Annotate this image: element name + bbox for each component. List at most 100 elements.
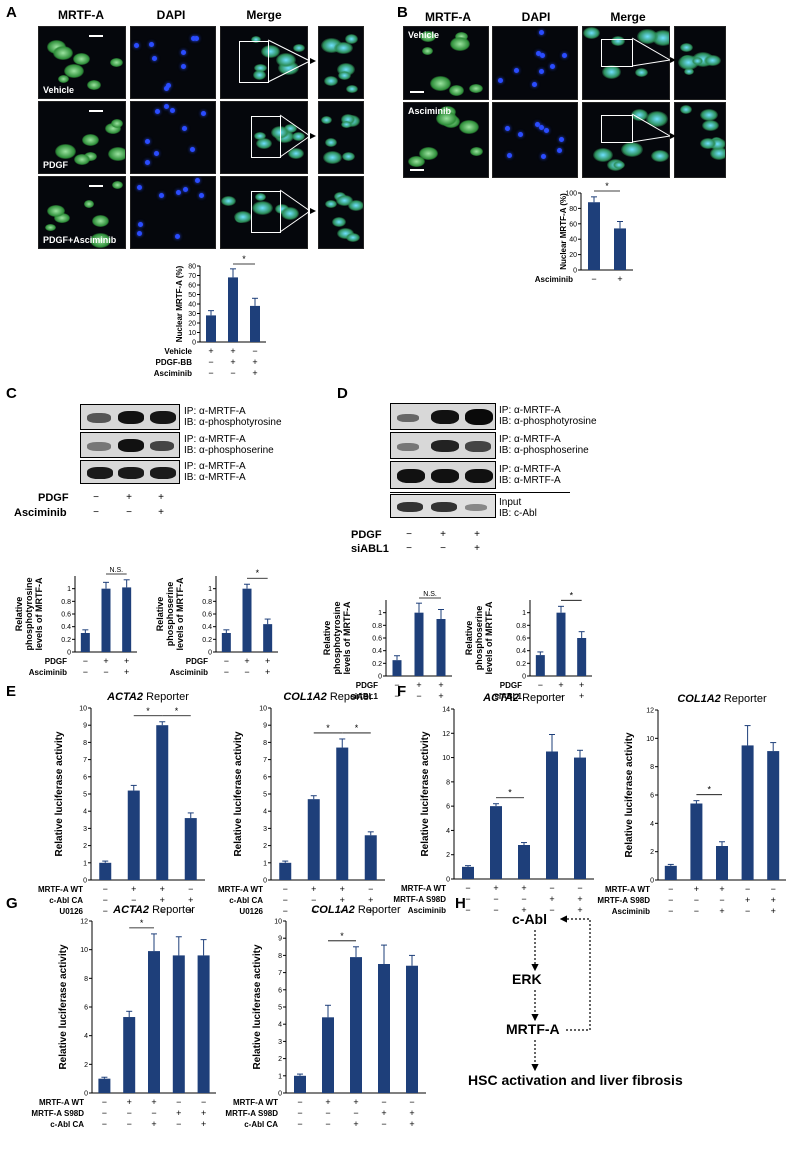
- treatment-sign: −: [465, 883, 470, 893]
- treatment-sign: −: [381, 1119, 386, 1129]
- treatment-sign: +: [252, 357, 257, 367]
- y-tick-label: 100: [565, 191, 577, 198]
- y-tick-label: 4: [650, 821, 654, 828]
- treatment-sign: −: [102, 1097, 107, 1107]
- treatment-sign: −: [745, 884, 750, 894]
- y-tick-label: 3: [263, 826, 267, 833]
- treatment-label: Asciminib: [535, 275, 573, 284]
- h-node-mrtfa: MRTF-A: [506, 1021, 560, 1037]
- c-sign: −: [93, 492, 99, 503]
- mrtfa-micrograph: Vehicle: [403, 26, 489, 100]
- bar: [228, 277, 238, 342]
- treatment-label: Asciminib: [29, 668, 67, 677]
- scale-bar: [89, 110, 103, 112]
- y-axis-label: Relative luciferase activity: [58, 944, 69, 1070]
- y-axis-label: Nuclear MRTF-A (%): [559, 193, 568, 270]
- c-blot-mrtfa: [80, 460, 180, 484]
- d-divider: [390, 492, 570, 493]
- y-tick-label: 2: [84, 1062, 88, 1069]
- bar: [664, 865, 677, 880]
- bar: [414, 612, 424, 676]
- y-tick-label: 0.6: [202, 612, 212, 619]
- treatment-label: c-Abl CA: [244, 1120, 278, 1129]
- treatment-label: U0126: [239, 907, 263, 916]
- significance-label: *: [707, 785, 711, 795]
- y-axis-label: phosphotyrosine: [332, 601, 342, 674]
- treatment-label: MRTF-A S98D: [31, 1109, 84, 1118]
- y-tick-label: 6: [263, 774, 267, 781]
- y-tick-label: 60: [569, 221, 577, 228]
- treatment-sign: +: [160, 884, 165, 894]
- bar: [574, 757, 586, 879]
- significance-label: *: [340, 931, 344, 941]
- y-tick-label: 6: [650, 793, 654, 800]
- bar: [614, 228, 626, 270]
- bar: [148, 951, 160, 1093]
- bar: [250, 305, 260, 342]
- treatment-sign: −: [283, 895, 288, 905]
- merge-micrograph: [674, 26, 726, 100]
- h-node-erk: ERK: [512, 971, 542, 987]
- y-tick-label: 1: [278, 1073, 282, 1080]
- treatment-sign: +: [719, 884, 724, 894]
- panel-letter-a: A: [6, 4, 17, 21]
- y-tick-label: 8: [446, 779, 450, 786]
- bar: [406, 965, 418, 1093]
- treatment-sign: +: [409, 1108, 414, 1118]
- scale-bar: [410, 169, 424, 171]
- bar: [156, 725, 169, 880]
- y-axis-label: Relative luciferase activity: [252, 944, 263, 1070]
- y-tick-label: 10: [80, 947, 88, 954]
- chart-C1: 0 0.2 0.4 0.6 0.8 1 Relative phosphotyrosine lev…: [14, 567, 137, 677]
- c-blot-pser: [80, 432, 180, 458]
- treatment-sign: −: [176, 1097, 181, 1107]
- y-tick-label: 20: [569, 252, 577, 259]
- significance-label: N.S.: [110, 567, 124, 574]
- d-label-3: IP: α-MRTF-A IB: α-MRTF-A: [499, 464, 561, 486]
- treatment-label: c-Abl CA: [50, 1120, 84, 1129]
- treatment-label: Asciminib: [154, 369, 192, 378]
- y-tick-label: 14: [442, 707, 450, 714]
- y-tick-label: 0: [208, 650, 212, 657]
- d-label-2: IP: α-MRTF-A IB: α-phosphoserine: [499, 434, 589, 456]
- treatment-sign: +: [127, 1097, 132, 1107]
- panel-letter-g: G: [6, 895, 18, 912]
- treatment-sign: +: [103, 656, 108, 666]
- bar: [242, 588, 252, 652]
- y-axis-label: Relative: [14, 597, 24, 632]
- merge-micrograph: [582, 102, 670, 178]
- y-tick-label: 60: [188, 283, 196, 290]
- treatment-sign: +: [579, 680, 584, 690]
- y-axis-label: Relative: [155, 597, 165, 632]
- y-tick-label: 1: [263, 860, 267, 867]
- bar: [535, 655, 545, 676]
- treatment-label: PDGF: [500, 681, 522, 690]
- treatment-sign: −: [538, 691, 543, 701]
- treatment-sign: +: [311, 884, 316, 894]
- bar: [588, 202, 600, 270]
- mrtfa-micrograph: PDGF: [38, 101, 126, 174]
- chart-E1: 0 1 2 3 4 5 6 7 8 9 10 Relative luciferase activity…: [38, 691, 205, 916]
- bar: [206, 315, 216, 342]
- y-tick-label: 0.4: [372, 648, 382, 655]
- chart-title: COL1A2 Reporter: [283, 691, 373, 703]
- y-tick-label: 0: [84, 1091, 88, 1098]
- panel-letter-e: E: [6, 683, 17, 700]
- chart-D1: 0 0.2 0.4 0.6 0.8 1 Relative phosphotyrosine lev…: [322, 591, 452, 701]
- significance-label: *: [175, 706, 179, 716]
- treatment-label: PDGF-BB: [156, 358, 193, 367]
- y-tick-label: 80: [569, 206, 577, 213]
- y-tick-label: 10: [442, 755, 450, 762]
- bar: [99, 862, 112, 880]
- treatment-sign: −: [381, 1097, 386, 1107]
- y-tick-label: 0: [83, 878, 87, 885]
- mrtfa-micrograph: PDGF+Asciminib: [38, 176, 126, 249]
- y-tick-label: 2: [650, 849, 654, 856]
- d-blot-cabl: [390, 494, 496, 518]
- bar: [436, 619, 446, 676]
- treatment-sign: −: [83, 667, 88, 677]
- y-tick-label: 4: [278, 1022, 282, 1029]
- dapi-micrograph: [492, 102, 578, 178]
- bar: [122, 587, 132, 652]
- treatment-sign: +: [160, 895, 165, 905]
